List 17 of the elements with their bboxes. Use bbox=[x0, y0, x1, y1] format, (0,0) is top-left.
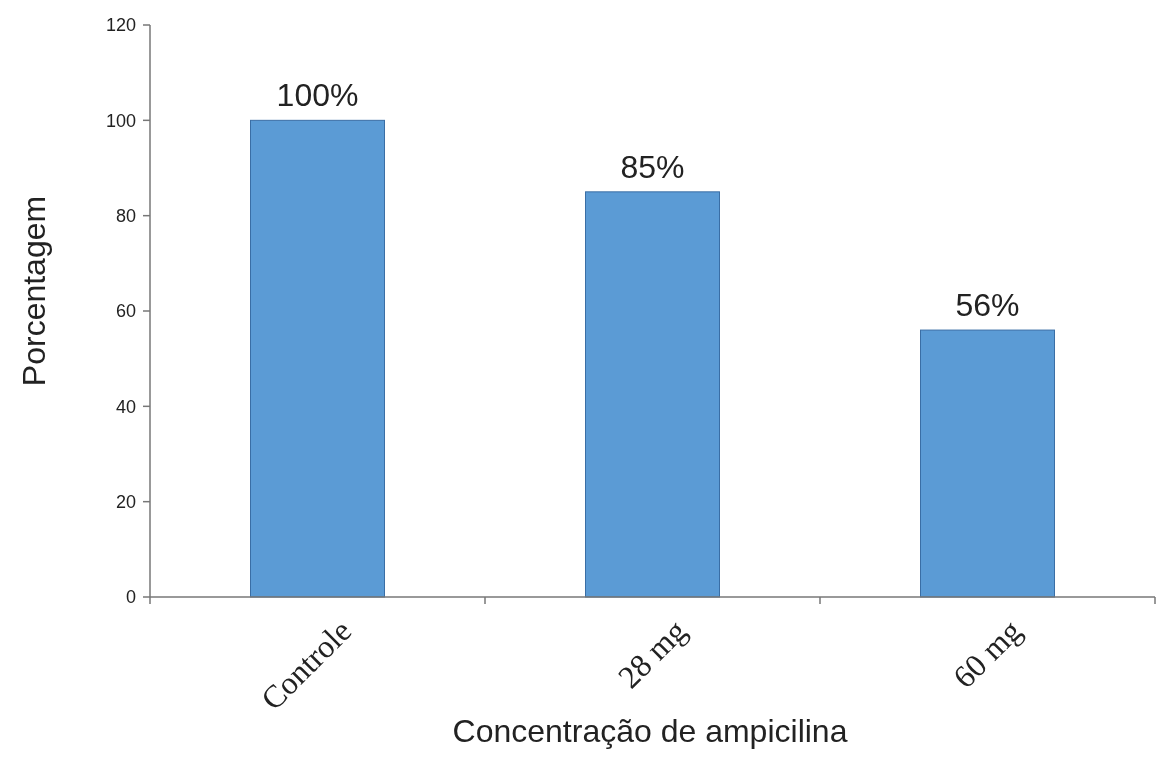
y-tick-label: 20 bbox=[115, 491, 136, 512]
x-axis-title: Concentração de ampicilina bbox=[452, 713, 848, 749]
data-label: 100% bbox=[276, 77, 359, 114]
y-tick-label: 60 bbox=[115, 301, 136, 322]
data-label: 56% bbox=[955, 287, 1020, 324]
y-tick-label: 80 bbox=[115, 205, 136, 226]
data-label: 85% bbox=[620, 148, 685, 185]
bar bbox=[920, 329, 1055, 598]
y-tick-label: 120 bbox=[105, 15, 136, 36]
x-tick-label: 60 mg bbox=[945, 612, 1029, 695]
y-tick-label: 40 bbox=[115, 396, 136, 417]
y-tick-label: 100 bbox=[105, 110, 136, 131]
x-tick-label: 28 mg bbox=[610, 612, 694, 695]
bar bbox=[250, 119, 385, 598]
y-axis-title: Porcentagem bbox=[16, 195, 52, 387]
y-tick-label: 0 bbox=[125, 587, 136, 608]
bar bbox=[585, 191, 720, 598]
